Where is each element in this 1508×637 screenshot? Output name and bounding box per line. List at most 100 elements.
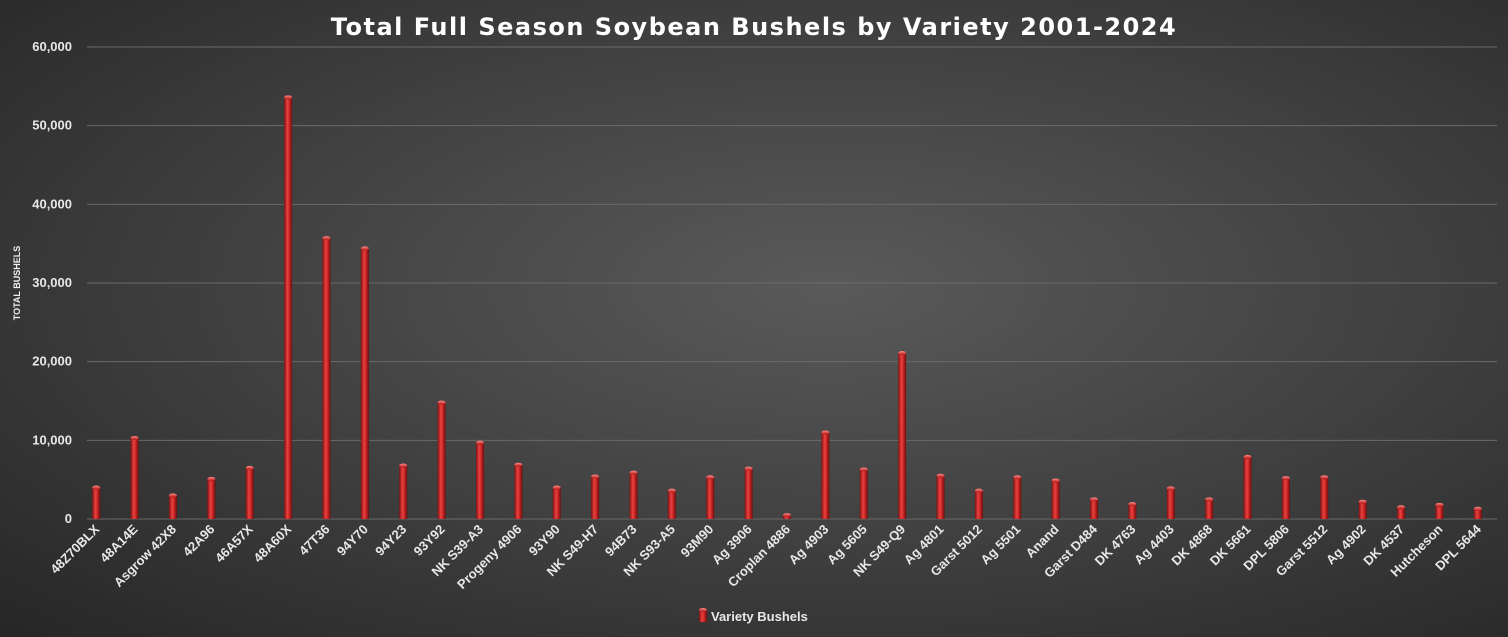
bar xyxy=(1013,475,1022,519)
bar-cap xyxy=(1281,476,1290,481)
bar-cap xyxy=(168,493,177,498)
bar-body xyxy=(360,248,369,520)
bar xyxy=(591,474,600,519)
x-tick-label: Ag 5501 xyxy=(978,522,1024,568)
bar-body xyxy=(1281,478,1290,519)
bar-cap xyxy=(783,513,791,518)
bar-body xyxy=(514,464,523,519)
bar-cap xyxy=(514,462,523,467)
bar-cap xyxy=(92,485,101,490)
bar xyxy=(898,351,907,519)
bar-cap xyxy=(284,95,293,100)
bar-body xyxy=(245,467,254,519)
bar xyxy=(821,430,830,519)
bar xyxy=(1243,454,1252,519)
bar-cap xyxy=(475,440,484,445)
bar-cap xyxy=(629,470,638,475)
gridlines xyxy=(87,46,1497,520)
bar xyxy=(1090,497,1099,519)
bar-body xyxy=(1473,508,1482,519)
legend: Variety Bushels xyxy=(699,608,808,624)
bar xyxy=(706,475,715,519)
bar-body xyxy=(322,238,331,519)
bar xyxy=(475,440,484,519)
bar xyxy=(207,476,216,519)
bar-cap xyxy=(399,463,408,468)
bar-body xyxy=(168,495,177,519)
bar-cap xyxy=(437,400,446,405)
bar xyxy=(1128,502,1137,519)
bar-body xyxy=(207,478,216,519)
bar-body xyxy=(1243,456,1252,519)
bar-body xyxy=(974,490,983,519)
bar-body xyxy=(898,353,907,519)
bar-body xyxy=(552,487,561,519)
bar-cap xyxy=(1166,486,1175,491)
bar xyxy=(1281,476,1290,519)
bar-body xyxy=(859,469,868,519)
bar-body xyxy=(1051,480,1060,519)
bar xyxy=(130,435,139,519)
y-tick-label: 0 xyxy=(65,511,72,526)
bars xyxy=(92,95,1482,520)
bar-cap xyxy=(1320,475,1329,480)
bar xyxy=(1358,499,1367,519)
bar-body xyxy=(1358,501,1367,519)
bar-cap xyxy=(1090,497,1099,502)
bar-cap xyxy=(1205,497,1214,502)
bar-body xyxy=(130,437,139,519)
legend-swatch-cap xyxy=(699,608,707,612)
bar xyxy=(399,463,408,519)
bar-cap xyxy=(1435,502,1444,507)
bar-cap xyxy=(1358,499,1367,504)
bar xyxy=(1205,497,1214,519)
bar-body xyxy=(591,476,600,519)
x-tick-label: 94Y70 xyxy=(334,522,371,559)
y-tick-label: 50,000 xyxy=(32,118,72,133)
bar xyxy=(859,467,868,519)
bar-body xyxy=(1205,499,1214,519)
bar-body xyxy=(1128,504,1137,519)
bar-cap xyxy=(936,473,945,478)
x-tick-label: 93Y92 xyxy=(411,522,448,559)
y-axis-ticks: 0 10,000 20,000 30,000 40,000 50,000 60,000 xyxy=(32,39,72,526)
bar-body xyxy=(821,432,830,519)
bar xyxy=(1473,506,1482,519)
bar xyxy=(1435,502,1444,519)
legend-marker-icon xyxy=(699,608,707,622)
bar xyxy=(1166,486,1175,519)
bar xyxy=(1051,478,1060,519)
bar-body xyxy=(744,468,753,519)
chart-title: Total Full Season Soybean Bushels by Var… xyxy=(331,13,1177,41)
bar xyxy=(629,470,638,519)
bar-body xyxy=(437,402,446,519)
x-tick-label: 48Z70BLX xyxy=(47,521,102,576)
bar-body xyxy=(92,487,101,519)
x-tick-label: 48A60X xyxy=(250,521,294,565)
bar-cap xyxy=(744,466,753,471)
x-tick-label: 46A57X xyxy=(212,521,256,565)
bar xyxy=(360,246,369,520)
y-tick-label: 30,000 xyxy=(32,275,72,290)
bar-body xyxy=(1435,504,1444,519)
bar-cap xyxy=(1473,506,1482,511)
y-tick-label: 60,000 xyxy=(32,39,72,54)
bar xyxy=(514,462,523,519)
bar-body xyxy=(284,97,293,519)
bar xyxy=(783,513,791,519)
bar-cap xyxy=(130,435,139,440)
bar xyxy=(974,488,983,519)
x-tick-label: 94Y23 xyxy=(372,522,409,559)
bar-cap xyxy=(552,485,561,490)
bar-cap xyxy=(1397,505,1406,510)
x-tick-label: DK 4763 xyxy=(1092,522,1139,569)
bar-body xyxy=(1320,477,1329,519)
bar-cap xyxy=(360,246,369,251)
bar-cap xyxy=(1013,475,1022,480)
bar-cap xyxy=(706,475,715,480)
bar xyxy=(667,488,676,519)
bar-cap xyxy=(667,488,676,493)
